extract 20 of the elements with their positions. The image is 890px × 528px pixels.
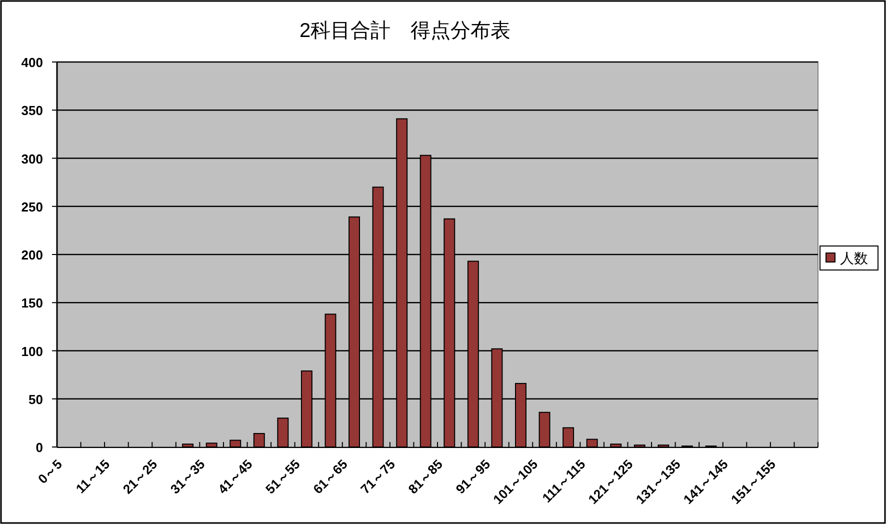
chart-title: 2科目合計 得点分布表 (299, 20, 511, 42)
y-tick-label: 350 (21, 103, 43, 118)
y-tick-label: 100 (21, 344, 43, 359)
x-tick-label: 0～5 (34, 456, 66, 487)
x-tick-label: 61～65 (310, 456, 350, 497)
legend-label: 人数 (840, 250, 868, 266)
x-tick-label: 51～55 (262, 456, 303, 497)
x-tick-label: 11～15 (72, 456, 113, 496)
y-tick-label: 400 (21, 55, 43, 70)
y-tick-label: 250 (21, 199, 43, 214)
y-tick-label: 50 (28, 392, 43, 407)
y-tick-label: 150 (21, 296, 43, 311)
x-tick-label: 81～85 (405, 456, 446, 497)
y-tick-label: 0 (36, 440, 43, 455)
y-tick-label: 300 (21, 151, 43, 166)
x-tick-label: 41～45 (215, 456, 256, 497)
x-tick-label: 71～75 (358, 456, 398, 497)
x-tick-label: 31～35 (167, 456, 208, 497)
x-tick-label: 21～25 (120, 456, 160, 497)
y-tick-label: 200 (21, 248, 43, 262)
